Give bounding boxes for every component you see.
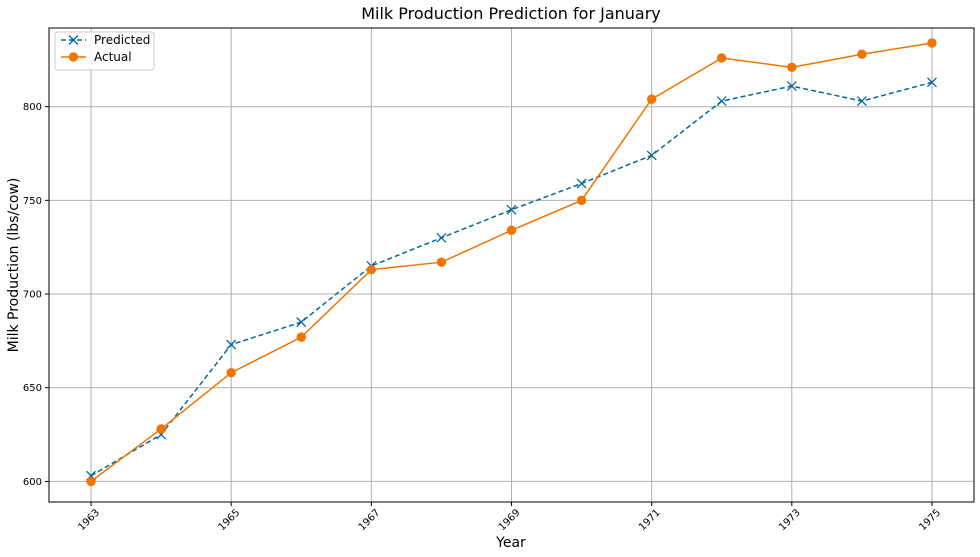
grid	[49, 28, 974, 502]
y-tick-label: 800	[23, 102, 42, 113]
data-point	[226, 339, 237, 350]
data-point	[366, 264, 377, 275]
y-tick-label: 700	[23, 290, 42, 301]
marker-stroke	[436, 232, 447, 243]
legend: Predicted Actual	[54, 31, 155, 71]
series-actual	[86, 38, 937, 487]
data-point	[86, 476, 96, 487]
y-tick-label: 600	[23, 477, 42, 488]
legend-box	[54, 31, 155, 71]
marker-stroke	[926, 77, 937, 88]
data-point	[646, 150, 657, 161]
x-tick-label: 1967	[357, 507, 383, 533]
data-point	[296, 317, 307, 328]
marker-stroke	[856, 96, 867, 107]
marker-stroke	[786, 81, 797, 92]
legend-label: Predicted	[94, 33, 150, 47]
data-point	[156, 424, 166, 434]
y-axis-title: Milk Production (lbs/cow)	[6, 178, 22, 353]
x-tick-label: 1965	[217, 507, 243, 533]
legend-marker	[68, 52, 79, 62]
data-point	[436, 257, 447, 267]
x-axis: 1963 1965 1967 1969 1971 1973 1975	[76, 502, 943, 533]
x-tick-label: 1973	[777, 507, 803, 533]
data-point	[576, 195, 587, 206]
marker-stroke	[296, 317, 307, 328]
data-point	[716, 96, 727, 107]
data-point	[436, 232, 447, 243]
x-axis-title: Year	[495, 535, 526, 551]
x-tick-label: 1969	[497, 507, 523, 533]
data-point	[926, 77, 937, 88]
data-point	[506, 225, 517, 236]
marker-stroke	[716, 96, 727, 107]
marker-stroke	[68, 35, 79, 45]
y-tick-label: 750	[23, 196, 42, 207]
legend-label: Actual	[94, 50, 132, 64]
marker-stroke	[506, 204, 517, 215]
x-tick-label: 1963	[76, 507, 102, 533]
marker-stroke	[226, 339, 237, 350]
data-point	[787, 62, 797, 73]
data-point	[786, 81, 797, 92]
x-tick-label: 1971	[637, 507, 663, 533]
y-axis: 600 650 700 750 800	[23, 102, 49, 488]
data-point	[856, 96, 867, 107]
data-point	[857, 49, 867, 59]
chart-title: Milk Production Prediction for January	[361, 4, 661, 23]
data-point	[646, 94, 657, 104]
x-tick-label: 1975	[917, 507, 943, 533]
data-point	[717, 53, 727, 63]
marker-stroke	[576, 178, 587, 189]
marker-stroke	[646, 150, 657, 161]
y-tick-label: 650	[23, 383, 42, 394]
series-layer	[86, 38, 937, 487]
data-point	[927, 38, 937, 48]
data-point	[576, 178, 587, 189]
legend-marker	[68, 35, 79, 45]
data-point	[226, 368, 236, 378]
data-point	[296, 332, 306, 342]
data-point	[506, 204, 517, 215]
